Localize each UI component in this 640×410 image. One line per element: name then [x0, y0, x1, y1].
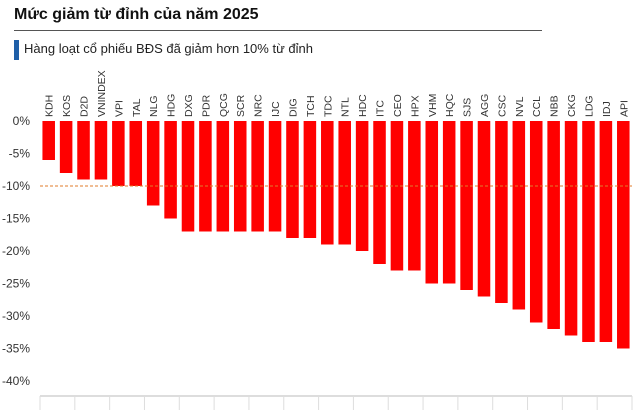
category-label: KDH [44, 95, 56, 117]
category-label: D2D [79, 96, 91, 117]
bar-sjs [460, 121, 473, 290]
bar-dxg [181, 121, 195, 232]
title-divider [14, 30, 542, 31]
category-label: VPI [113, 100, 125, 117]
category-label: NRC [253, 94, 265, 117]
bar-ceo [390, 121, 404, 271]
category-label: NLG [148, 95, 160, 117]
bar-ckg [564, 121, 578, 336]
bar-hdg [164, 121, 177, 219]
bar-ijc [268, 121, 282, 232]
bar-vpi [112, 121, 125, 186]
y-tick-label: 0% [13, 114, 31, 128]
y-tick-label: -10% [2, 179, 30, 193]
category-label: HQC [444, 93, 456, 117]
category-label: HDC [357, 94, 369, 117]
chart-subtitle: Hàng loạt cổ phiếu BĐS đã giảm hơn 10% t… [24, 41, 313, 56]
y-tick-label: -20% [2, 244, 30, 258]
category-label: CSC [496, 94, 508, 117]
bar-scr [233, 121, 247, 232]
category-label: CEO [392, 94, 404, 117]
category-label: VNINDEX [96, 70, 108, 117]
category-label: API [618, 100, 630, 117]
bar-tch [303, 121, 317, 238]
bar-qcg [216, 121, 230, 232]
bar-ntl [338, 121, 351, 245]
category-label: TAL [131, 98, 143, 117]
category-label: HPX [409, 95, 421, 117]
category-label: VHM [427, 94, 439, 117]
bar-nlg [146, 121, 160, 206]
bar-nbb [547, 121, 560, 329]
bar-vhm [425, 121, 439, 284]
bar-ccl [529, 121, 543, 323]
bar-hqc [442, 121, 456, 284]
bar-vnindex [94, 121, 108, 180]
category-label: IJC [270, 101, 282, 117]
category-label: SJS [462, 98, 474, 117]
chart-title: Mức giảm từ đỉnh của năm 2025 [14, 6, 259, 23]
category-label: KOS [61, 95, 73, 117]
bar-tdc [321, 121, 334, 245]
bar-nrc [251, 121, 264, 232]
category-label: DIG [287, 98, 299, 117]
category-label: IDJ [601, 101, 613, 117]
bar-tal [129, 121, 143, 186]
y-tick-label: -35% [2, 342, 30, 356]
bar-pdr [199, 121, 212, 232]
category-label: PDR [200, 94, 212, 117]
bar-dig [286, 121, 299, 238]
category-label: CCL [531, 96, 543, 117]
bar-idj [599, 121, 613, 342]
category-label: LDG [583, 95, 595, 117]
category-label: QCG [218, 93, 230, 117]
subtitle-accent-bar [14, 40, 19, 60]
category-label: NTL [340, 97, 352, 117]
category-label: AGG [479, 94, 491, 117]
bar-csc [495, 121, 508, 303]
y-tick-label: -25% [2, 277, 30, 291]
category-label: NVL [514, 96, 526, 117]
bar-kdh [42, 121, 55, 160]
y-tick-label: -5% [9, 147, 31, 161]
bar-agg [477, 121, 491, 297]
bar-hpx [408, 121, 421, 271]
category-label: HDG [166, 94, 178, 117]
category-label: DXG [183, 94, 195, 117]
bar-kos [59, 121, 73, 173]
category-label: ITC [375, 100, 387, 117]
y-tick-label: -15% [2, 212, 30, 226]
y-tick-label: -30% [2, 309, 30, 323]
bar-itc [373, 121, 386, 264]
category-label: CKG [566, 94, 578, 117]
bar-nvl [512, 121, 526, 310]
category-label: TDC [322, 95, 334, 117]
bar-d2d [77, 121, 90, 180]
category-label: NBB [549, 95, 561, 117]
y-tick-label: -40% [2, 374, 30, 388]
category-label: SCR [235, 94, 247, 117]
bar-ldg [582, 121, 595, 342]
category-label: TCH [305, 95, 317, 117]
bar-api [617, 121, 630, 349]
